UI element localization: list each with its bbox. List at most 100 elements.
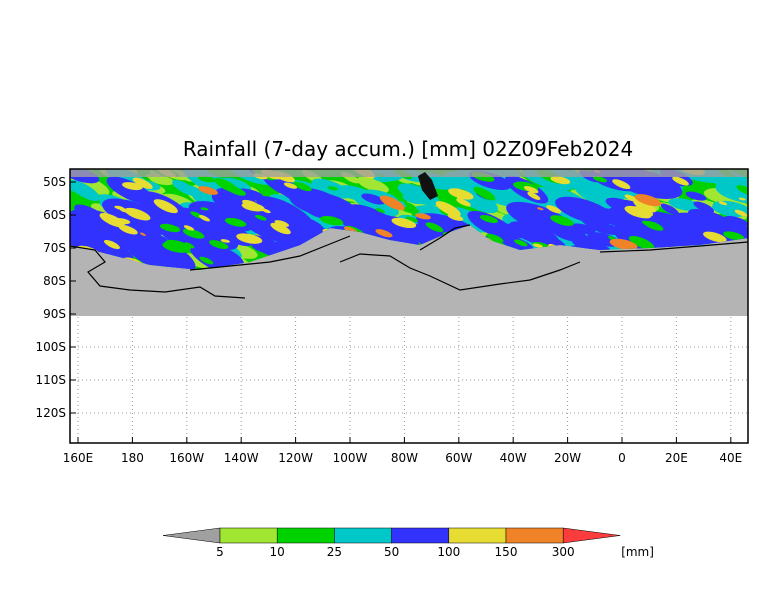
rain-patch <box>415 213 431 220</box>
rain-patch <box>283 182 298 189</box>
rain-patch <box>375 229 393 238</box>
legend-level: 50 <box>384 545 399 559</box>
rain-patch <box>736 185 748 196</box>
rain-patch <box>379 195 405 211</box>
lon-label: 120W <box>278 451 313 465</box>
rain-patch <box>595 208 637 229</box>
rain-patch <box>467 210 516 240</box>
rain-patch <box>523 186 539 194</box>
rain-patch <box>633 199 657 213</box>
rain-patch <box>506 201 573 235</box>
rain-patch <box>260 212 325 238</box>
rain-patch <box>139 232 146 237</box>
rain-patch <box>578 212 614 235</box>
rain-patch <box>723 231 745 241</box>
lon-label: 180 <box>121 451 144 465</box>
rain-patch <box>104 239 120 250</box>
map-title: Rainfall (7-day accum.) [mm] 02Z09Feb202… <box>183 137 633 161</box>
rain-patch <box>673 227 700 243</box>
rain-patch <box>473 186 496 201</box>
rain-patch <box>270 222 291 235</box>
rain-patch <box>479 215 498 224</box>
rain-patch <box>685 191 707 201</box>
rain-patch <box>198 186 218 195</box>
rain-patch <box>320 215 344 226</box>
rain-patch <box>209 240 229 249</box>
sea-ice-edge <box>70 169 748 177</box>
lat-label: 60S <box>43 208 66 222</box>
rain-patch <box>546 205 562 214</box>
rain-patch <box>361 193 386 205</box>
lat-label: 50S <box>43 175 66 189</box>
rain-patch <box>184 242 195 249</box>
legend-level: 100 <box>437 545 460 559</box>
rain-patch <box>634 194 662 207</box>
lon-label: 160E <box>63 451 94 465</box>
rain-patch <box>628 235 655 250</box>
rain-patch <box>70 179 101 202</box>
rain-patch <box>183 225 195 231</box>
legend-level: 25 <box>327 545 342 559</box>
rain-patch <box>159 223 181 233</box>
rain-patch <box>220 239 230 243</box>
legend-low <box>162 527 221 544</box>
legend-box <box>391 527 450 544</box>
rain-patch <box>122 182 143 191</box>
lon-label: 0 <box>618 451 626 465</box>
lat-label: 100S <box>35 340 66 354</box>
rain-patch <box>641 220 655 227</box>
lon-label: 100W <box>333 451 368 465</box>
legend-level: 300 <box>552 545 575 559</box>
rain-patch <box>537 207 544 211</box>
rain-patch <box>236 233 263 244</box>
rain-patch <box>118 224 138 235</box>
rain-patch <box>127 241 189 270</box>
lon-label: 40E <box>719 451 742 465</box>
legend-high <box>562 527 621 544</box>
rain-patch <box>734 209 748 217</box>
lon-label: 40W <box>500 451 527 465</box>
rain-patch <box>514 239 528 247</box>
rain-patch <box>114 205 125 210</box>
legend-box <box>219 527 278 544</box>
rain-patch <box>400 227 417 236</box>
rain-patch <box>255 214 267 221</box>
legend-level: 5 <box>216 545 224 559</box>
rain-patch <box>242 214 293 243</box>
legend-box <box>276 527 335 544</box>
rain-patch <box>198 214 211 222</box>
rain-patch <box>165 239 192 252</box>
rain-patch <box>624 194 638 202</box>
rain-patch <box>198 175 216 183</box>
rain-patch <box>456 198 471 207</box>
rain-patch <box>142 176 150 180</box>
lon-label: 140W <box>224 451 259 465</box>
rain-patch <box>327 186 339 191</box>
rain-patch <box>365 211 391 227</box>
rain-patch <box>486 233 504 243</box>
lon-label: 20W <box>554 451 581 465</box>
rain-patch <box>214 178 239 193</box>
rain-patch <box>99 212 125 228</box>
rain-patch <box>687 208 736 235</box>
rain-patch <box>552 227 589 243</box>
rain-patch <box>693 201 715 213</box>
lon-label: 80W <box>391 451 418 465</box>
rain-patch <box>718 201 728 206</box>
rain-patch <box>738 197 746 201</box>
rain-patch <box>199 256 214 265</box>
rain-patch <box>456 196 464 201</box>
rain-patch <box>703 231 727 243</box>
legend-box <box>334 527 392 544</box>
rain-patch <box>624 205 652 219</box>
rain-patch <box>660 203 680 216</box>
rain-patch <box>532 243 544 248</box>
rain-patch <box>609 238 638 250</box>
legend-box <box>448 527 507 544</box>
rain-patch <box>224 217 247 227</box>
lat-label: 80S <box>43 274 66 288</box>
lat-label: 70S <box>43 241 66 255</box>
rain-patch <box>672 176 689 186</box>
lat-label: 110S <box>35 373 66 387</box>
